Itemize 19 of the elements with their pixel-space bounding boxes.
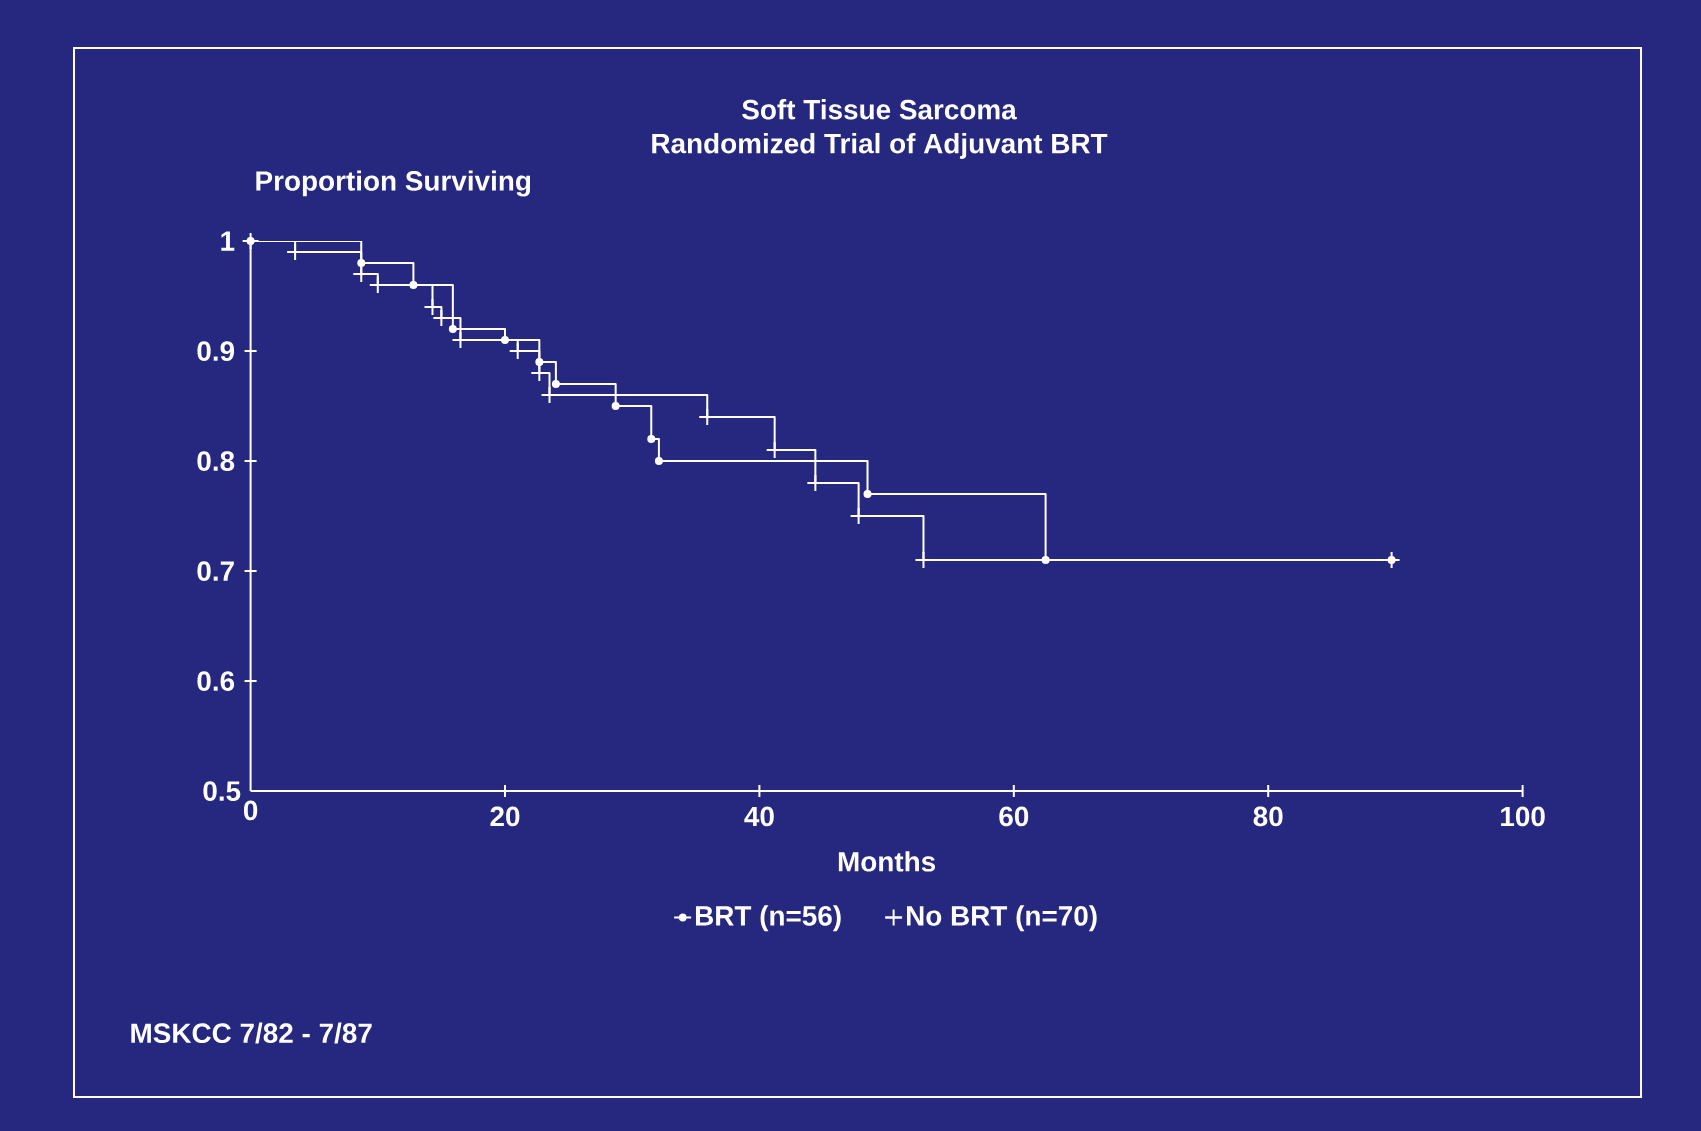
x-tick-label: 60 <box>999 806 1029 827</box>
x-tick-label: 80 <box>1253 806 1283 827</box>
y-axis-title: Proportion Surviving <box>256 170 531 197</box>
x-tick-label: 20 <box>490 806 520 827</box>
y-tick-label: 0.6 <box>197 671 235 691</box>
y-tick-label: 0.9 <box>197 341 235 361</box>
y-tick-label: 0.7 <box>197 561 234 581</box>
text: MSKCC 7/82 - 7/87 <box>131 1022 372 1044</box>
y-tick-label: 0.8 <box>197 451 235 471</box>
legend-label: BRT (n=56) <box>695 905 841 932</box>
y-tick-label: 1 <box>221 231 235 251</box>
x-tick-label: 100 <box>1501 806 1545 827</box>
chart-subtitle: Randomized Trial of Adjuvant BRT <box>652 132 1108 159</box>
y-tick-label: 0.5 <box>203 781 241 801</box>
x-tick-label: 0 <box>243 800 258 821</box>
chart-title: Soft Tissue Sarcoma <box>742 99 1017 120</box>
x-tick-label: 40 <box>744 806 774 827</box>
x-axis-title: Months <box>838 851 936 872</box>
legend-label: No BRT (n=70) <box>906 905 1097 932</box>
